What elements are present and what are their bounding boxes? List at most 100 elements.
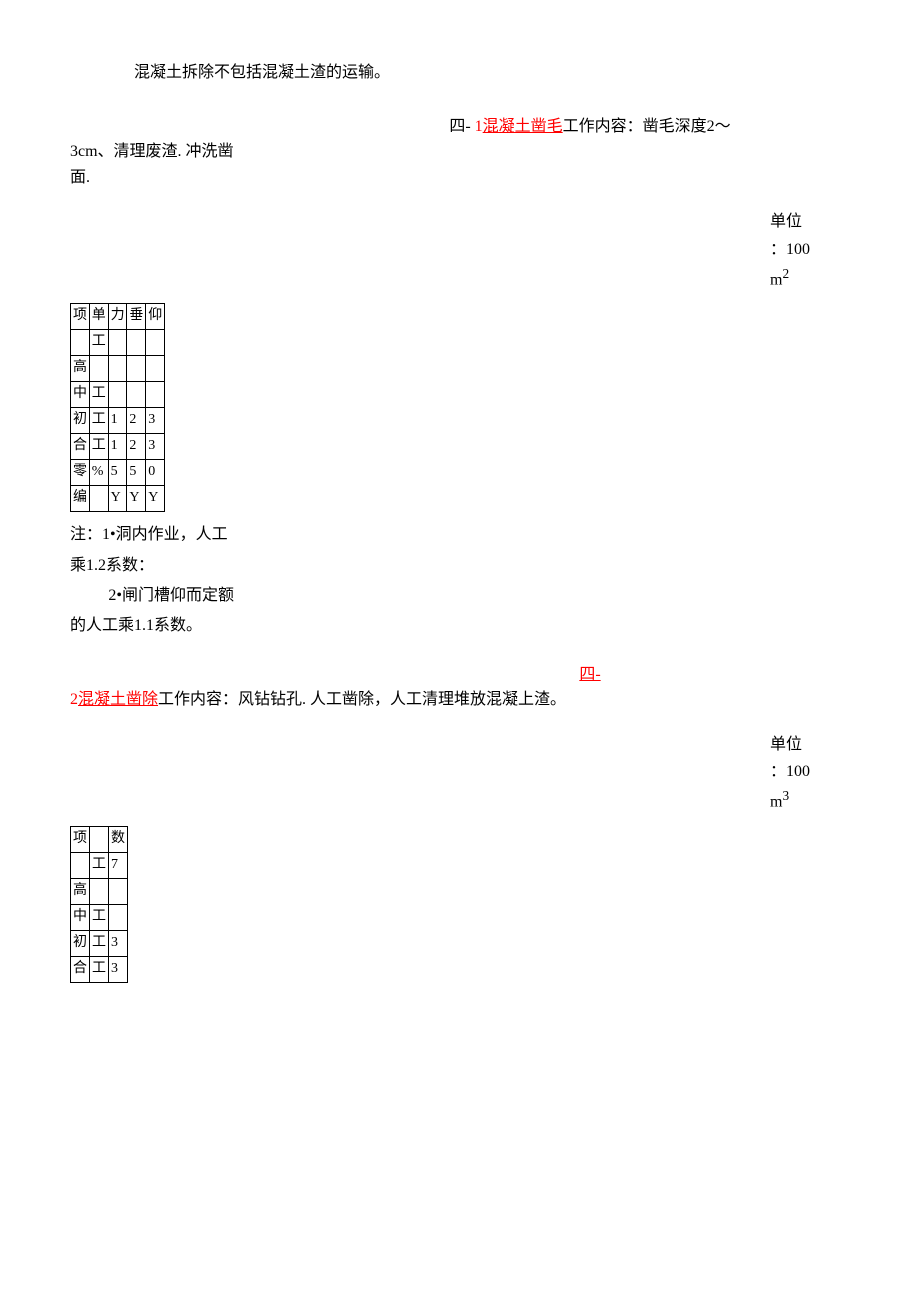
section1-line3: 面. <box>70 165 850 191</box>
table-row: 编YYY <box>71 486 165 512</box>
section1-unit: 单位 ：100 m2 <box>770 208 850 293</box>
table-cell <box>146 382 165 408</box>
table-row: 初工3 <box>71 930 128 956</box>
section1-prefix: 四- <box>449 118 474 135</box>
table-cell: 合 <box>71 434 90 460</box>
notes-p1: 注：1•洞内作业，人工乘1.2系数： <box>70 520 240 581</box>
table-cell <box>109 904 128 930</box>
table-cell: 工 <box>90 904 109 930</box>
table-cell <box>108 356 127 382</box>
section1-title-rest: 工作内容：凿毛深度2～ <box>563 118 731 135</box>
table-cell: 数 <box>109 826 128 852</box>
table-cell: 中 <box>71 904 90 930</box>
unit2-value-post: m <box>770 794 782 811</box>
table-cell: 工 <box>90 930 109 956</box>
section2-heading: 四- 2混凝土凿除工作内容：风钻钻孔. 人工凿除，人工清理堆放混凝上渣。 <box>70 662 850 713</box>
table-cell: 5 <box>127 460 146 486</box>
table-row: 高 <box>71 878 128 904</box>
table-cell: 高 <box>71 356 90 382</box>
table-row: 项单力垂仰 <box>71 304 165 330</box>
intro-text: 混凝土拆除不包括混凝土渣的运输。 <box>70 60 850 86</box>
table-cell <box>127 330 146 356</box>
table-cell: 工 <box>89 382 108 408</box>
table-cell: 中 <box>71 382 90 408</box>
table-cell: % <box>89 460 108 486</box>
notes-block: 注：1•洞内作业，人工乘1.2系数： 2•闸门槽仰而定额的人工乘1.1系数。 <box>70 520 240 642</box>
table-cell <box>108 382 127 408</box>
section1-heading: 四- 1混凝土凿毛工作内容：凿毛深度2～ 3cm、清理废渣. 冲洗凿 面. <box>70 114 850 191</box>
unit-label: 单位 <box>770 213 802 230</box>
table-cell: 单 <box>89 304 108 330</box>
table-cell <box>71 330 90 356</box>
section2-prefix: 四- <box>579 666 600 683</box>
table-cell <box>146 330 165 356</box>
table-cell: 2 <box>127 408 146 434</box>
table-cell: 初 <box>71 408 90 434</box>
section1-line2: 3cm、清理废渣. 冲洗凿 <box>70 139 850 165</box>
table-cell: Y <box>108 486 127 512</box>
table-cell: 工 <box>89 408 108 434</box>
section2-title-rest: 工作内容：风钻钻孔. 人工凿除，人工清理堆放混凝上渣。 <box>158 691 566 708</box>
table-row: 中工 <box>71 904 128 930</box>
table-cell: 1 <box>108 408 127 434</box>
table-cell <box>127 356 146 382</box>
unit-value-pre: ：100 <box>770 241 810 258</box>
section1-title-red: 混凝土凿毛 <box>483 118 563 135</box>
table1: 项单力垂仰工高中工初工123合工123零%550编YYY <box>70 303 165 512</box>
unit2-value-pre: ：100 <box>770 763 810 780</box>
table-row: 中工 <box>71 382 165 408</box>
table-cell: 3 <box>146 408 165 434</box>
table-row: 初工123 <box>71 408 165 434</box>
table-cell <box>90 826 109 852</box>
notes-p2: 2•闸门槽仰而定额的人工乘1.1系数。 <box>70 581 240 642</box>
table-cell: 高 <box>71 878 90 904</box>
section2-unit: 单位 ：100 m3 <box>770 731 850 816</box>
table-cell: 3 <box>146 434 165 460</box>
table-cell <box>146 356 165 382</box>
table-cell: Y <box>146 486 165 512</box>
table-cell: 力 <box>108 304 127 330</box>
table-cell: 5 <box>108 460 127 486</box>
table-cell <box>90 878 109 904</box>
unit-sup: 2 <box>782 266 789 281</box>
table-row: 工7 <box>71 852 128 878</box>
table-cell: 项 <box>71 826 90 852</box>
section1-num-red: 1 <box>475 118 483 135</box>
table-cell: 合 <box>71 956 90 982</box>
unit2-label: 单位 <box>770 736 802 753</box>
table2: 项数工7高中工初工3合工3 <box>70 826 128 983</box>
table-cell: Y <box>127 486 146 512</box>
table-cell: 初 <box>71 930 90 956</box>
table-cell: 3 <box>109 956 128 982</box>
table-cell: 7 <box>109 852 128 878</box>
table-cell <box>89 486 108 512</box>
table-cell: 0 <box>146 460 165 486</box>
unit-value-post: m <box>770 271 782 288</box>
table-cell <box>109 878 128 904</box>
table-cell: 工 <box>89 330 108 356</box>
table-cell: 编 <box>71 486 90 512</box>
table-row: 合工3 <box>71 956 128 982</box>
table-cell: 1 <box>108 434 127 460</box>
unit2-sup: 3 <box>782 788 789 803</box>
table-cell: 仰 <box>146 304 165 330</box>
table-row: 零%550 <box>71 460 165 486</box>
table-cell: 工 <box>89 434 108 460</box>
table-row: 项数 <box>71 826 128 852</box>
table-cell: 工 <box>90 852 109 878</box>
table-cell <box>108 330 127 356</box>
table-cell: 3 <box>109 930 128 956</box>
table-row: 合工123 <box>71 434 165 460</box>
table-cell <box>127 382 146 408</box>
table-row: 工 <box>71 330 165 356</box>
table-cell: 项 <box>71 304 90 330</box>
table-cell: 2 <box>127 434 146 460</box>
table-cell: 垂 <box>127 304 146 330</box>
table-row: 高 <box>71 356 165 382</box>
section2-num-red: 2 <box>70 691 78 708</box>
section2-title-red: 混凝土凿除 <box>78 691 158 708</box>
table-cell: 零 <box>71 460 90 486</box>
table-cell <box>71 852 90 878</box>
table-cell: 工 <box>90 956 109 982</box>
table-cell <box>89 356 108 382</box>
